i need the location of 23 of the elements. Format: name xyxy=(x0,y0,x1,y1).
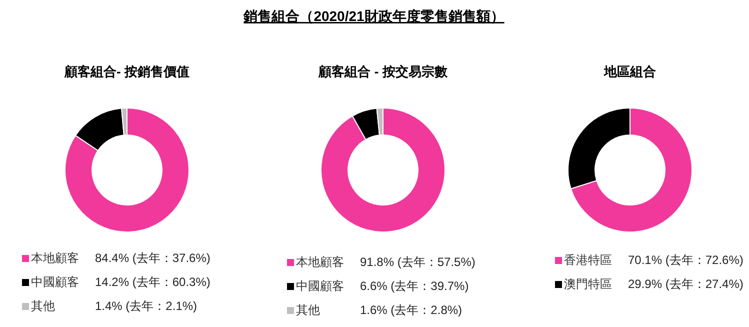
donut-slice xyxy=(320,108,446,232)
chart-title: 地區組合 xyxy=(603,64,656,79)
text: 銷售組合（2020/21財政年度零售銷售額） xyxy=(242,8,504,24)
data-label: 6.6% (去年：39.7%) xyxy=(360,279,469,293)
data-label: 1.6% (去年：2.8%) xyxy=(360,303,462,317)
legend-label: 澳門特區 xyxy=(564,277,612,291)
legend-label: 本地顧客 xyxy=(296,255,344,269)
data-label: 91.8% (去年：57.5%) xyxy=(360,255,476,269)
legend-label: 其他 xyxy=(296,303,320,317)
legend-label: 香港特區 xyxy=(564,253,612,267)
chart-title: 顧客組合- 按銷售價值 xyxy=(64,64,190,79)
data-label: 29.9% (去年：27.4%) xyxy=(628,277,744,291)
legend-label: 中國顧客 xyxy=(296,279,344,293)
legend-label: 中國顧客 xyxy=(31,275,79,289)
data-label: 70.1% (去年：72.6%) xyxy=(628,253,744,267)
chart-title: 顧客組合 - 按交易宗數 xyxy=(318,64,448,79)
legend-label: 本地顧客 xyxy=(31,251,79,265)
donut-slice xyxy=(570,108,692,232)
data-label: 84.4% (去年：37.6%) xyxy=(95,251,210,265)
data-label: 1.4% (去年：2.1%) xyxy=(95,299,198,313)
data-label: 14.2% (去年：60.3%) xyxy=(95,275,210,289)
legend-label: 其他 xyxy=(31,299,55,313)
donut-slice xyxy=(64,108,190,232)
